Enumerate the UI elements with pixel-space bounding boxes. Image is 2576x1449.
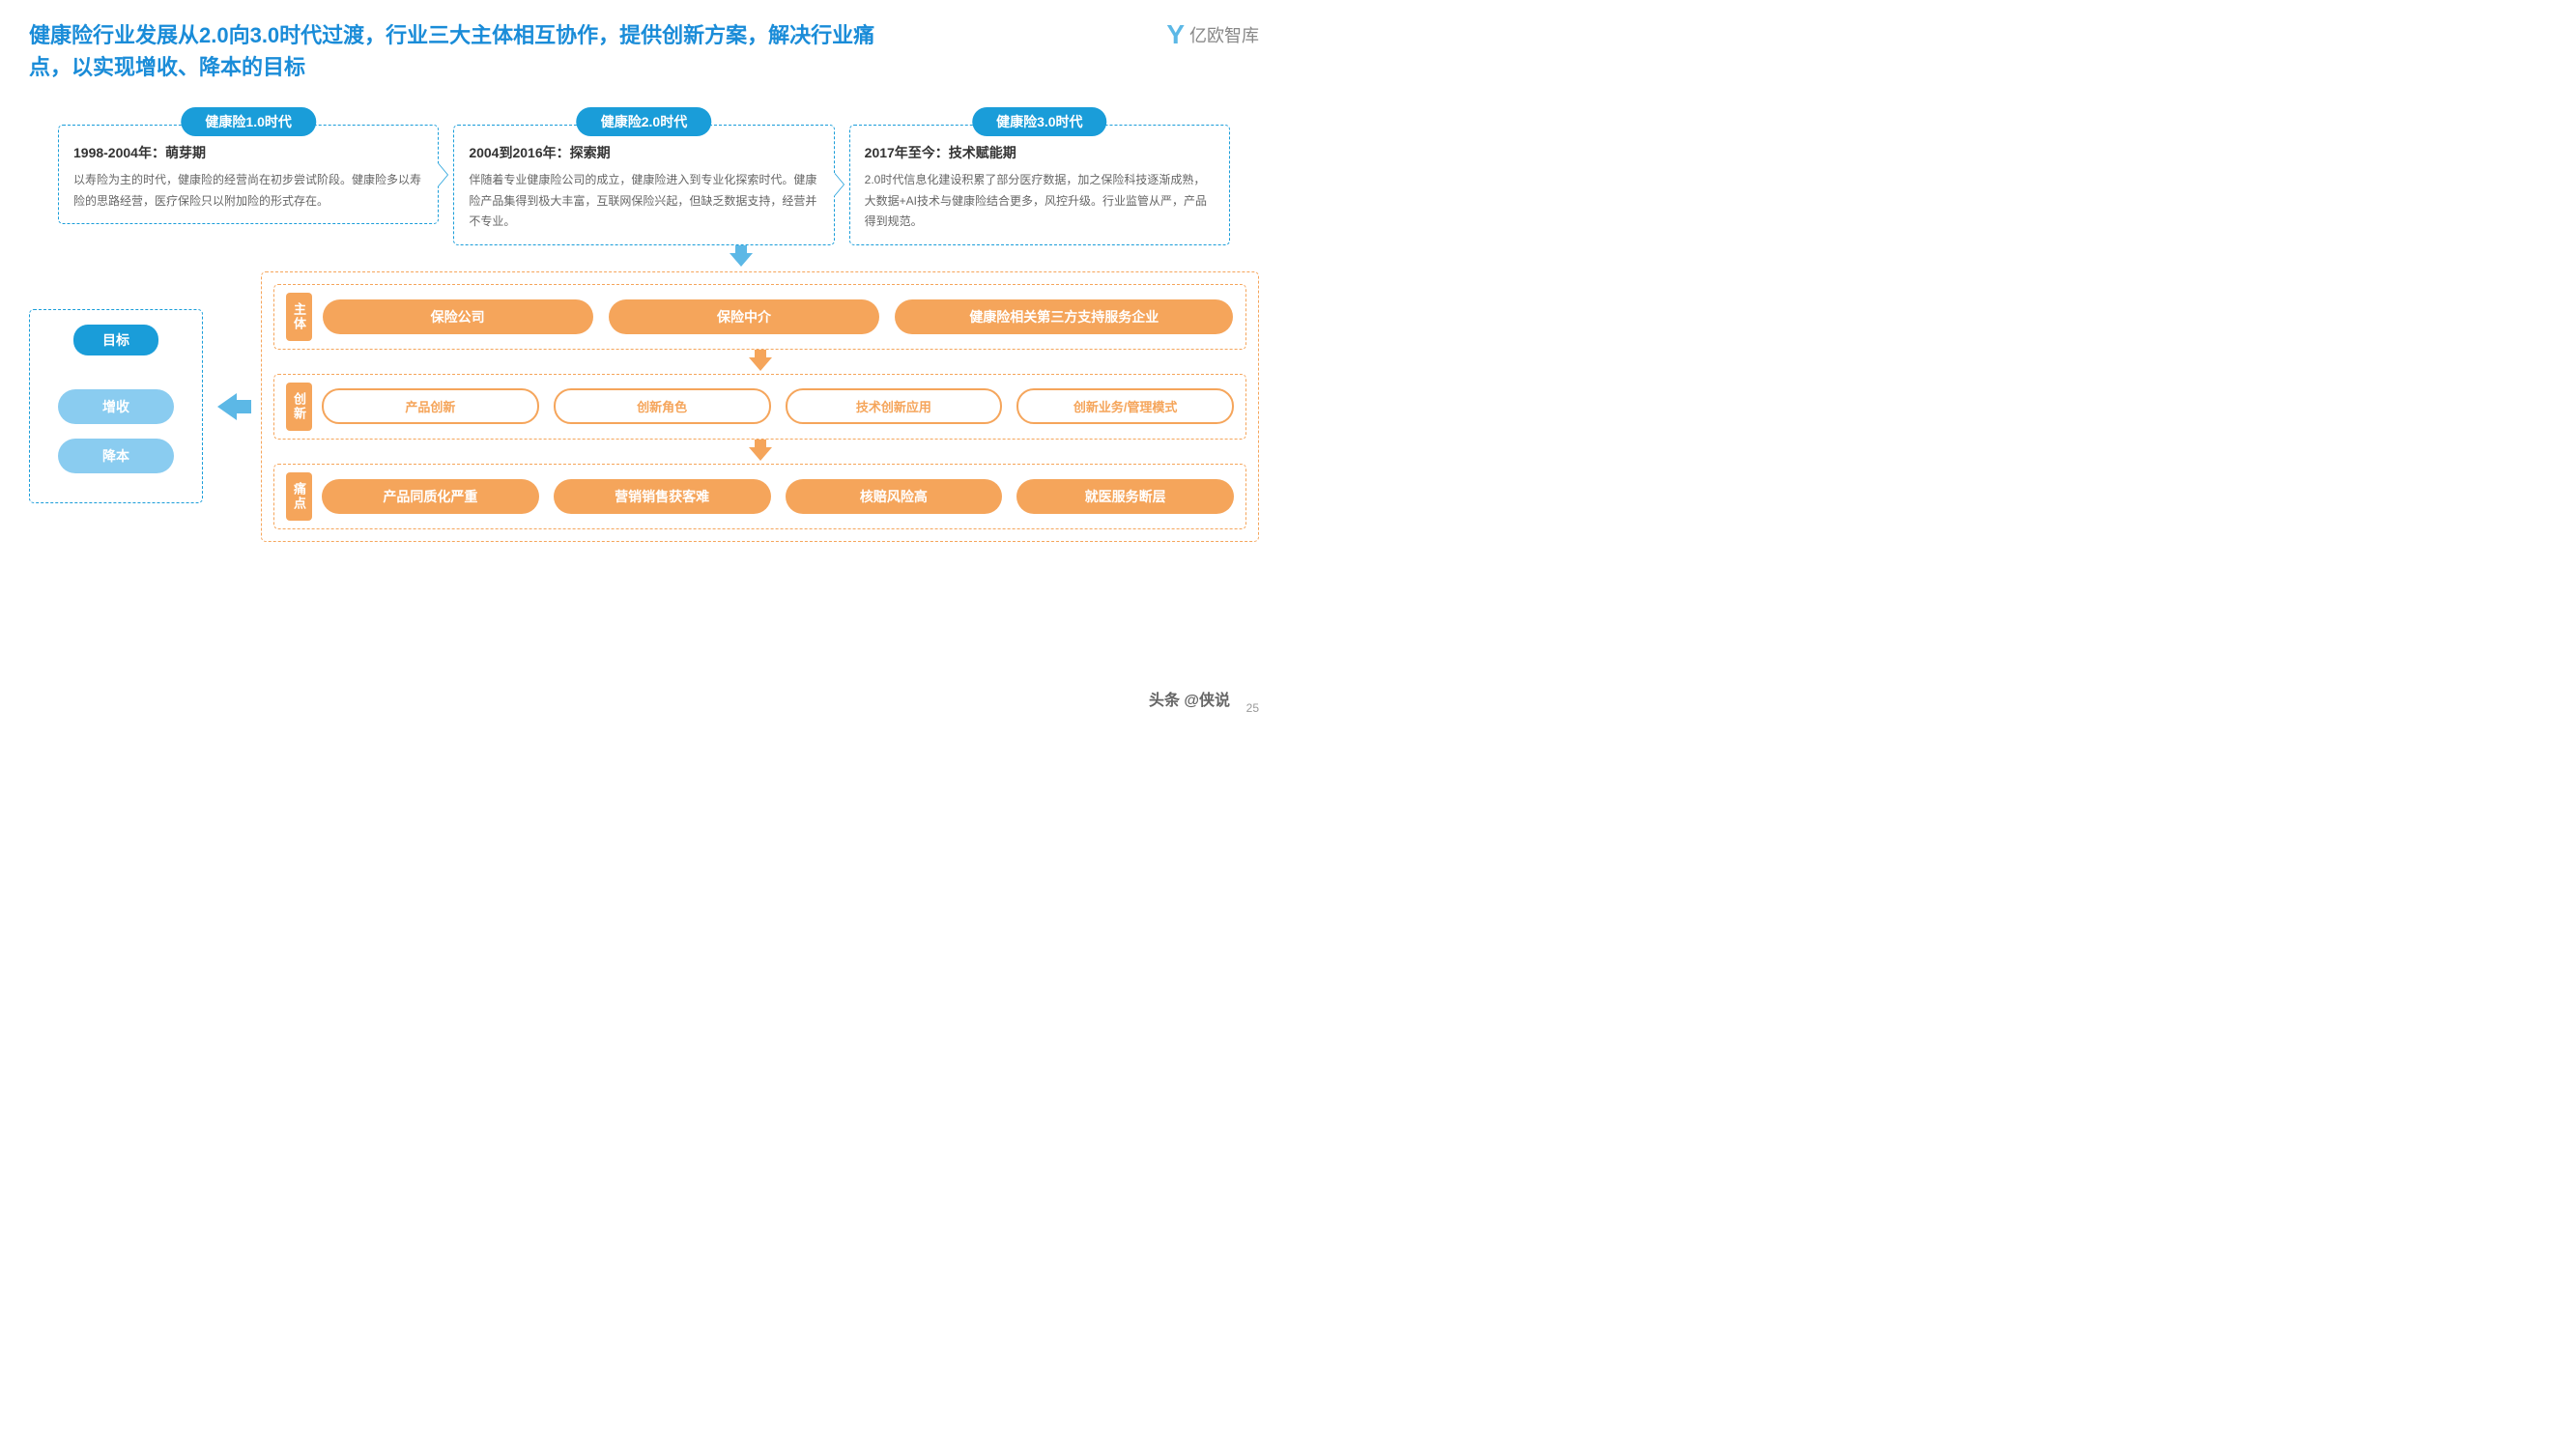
era-subtitle: 1998-2004年：萌芽期 bbox=[73, 143, 423, 162]
logo-text: 亿欧智库 bbox=[1189, 22, 1259, 47]
era-box: 1998-2004年：萌芽期 以寿险为主的时代，健康险的经营尚在初步尝试阶段。健… bbox=[58, 125, 439, 224]
arrow-down-icon bbox=[749, 447, 772, 461]
era-box: 2004到2016年：探索期 伴随着专业健康险公司的成立，健康险进入到专业化探索… bbox=[453, 125, 834, 245]
goal-item: 增收 bbox=[58, 389, 174, 424]
era-box: 2017年至今：技术赋能期 2.0时代信息化建设积累了部分医疗数据，加之保险科技… bbox=[849, 125, 1230, 245]
era-2: 健康险2.0时代 2004到2016年：探索期 伴随着专业健康险公司的成立，健康… bbox=[453, 107, 834, 245]
flow-arrow bbox=[222, 253, 1259, 267]
page-title: 健康险行业发展从2.0向3.0时代过渡，行业三大主体相互协作，提供创新方案，解决… bbox=[29, 19, 899, 83]
innovation-item: 技术创新应用 bbox=[786, 388, 1003, 424]
era-1: 健康险1.0时代 1998-2004年：萌芽期 以寿险为主的时代，健康险的经营尚… bbox=[58, 107, 439, 245]
logo: Y 亿欧智库 bbox=[1166, 19, 1259, 50]
arrow-down-icon bbox=[749, 357, 772, 371]
header: 健康险行业发展从2.0向3.0时代过渡，行业三大主体相互协作，提供创新方案，解决… bbox=[29, 19, 1259, 83]
section-label: 痛点 bbox=[286, 472, 312, 521]
watermark: 头条 @侠说 bbox=[1149, 687, 1230, 710]
section-items: 保险公司 保险中介 健康险相关第三方支持服务企业 bbox=[322, 299, 1234, 334]
section-items: 产品同质化严重 营销销售获客难 核赔风险高 就医服务断层 bbox=[322, 479, 1234, 514]
era-subtitle: 2017年至今：技术赋能期 bbox=[865, 143, 1215, 162]
subject-item: 保险中介 bbox=[609, 299, 879, 334]
painpoint-item: 产品同质化严重 bbox=[322, 479, 539, 514]
painpoint-item: 就医服务断层 bbox=[1016, 479, 1234, 514]
era-3: 健康险3.0时代 2017年至今：技术赋能期 2.0时代信息化建设积累了部分医疗… bbox=[849, 107, 1230, 245]
era-timeline: 健康险1.0时代 1998-2004年：萌芽期 以寿险为主的时代，健康险的经营尚… bbox=[29, 107, 1259, 245]
innovation-item: 创新角色 bbox=[554, 388, 771, 424]
section-label: 主体 bbox=[286, 293, 312, 341]
subject-item: 保险公司 bbox=[323, 299, 593, 334]
logo-icon: Y bbox=[1166, 19, 1185, 50]
arrow-down-icon bbox=[730, 253, 753, 267]
era-badge: 健康险2.0时代 bbox=[577, 107, 711, 136]
painpoint-item: 营销销售获客难 bbox=[554, 479, 771, 514]
innovation-item: 产品创新 bbox=[322, 388, 539, 424]
goal-item: 降本 bbox=[58, 439, 174, 473]
goals-title: 目标 bbox=[73, 325, 158, 355]
section-innovation: 创新 产品创新 创新角色 技术创新应用 创新业务/管理模式 bbox=[273, 374, 1246, 440]
era-desc: 2.0时代信息化建设积累了部分医疗数据，加之保险科技逐渐成熟，大数据+AI技术与… bbox=[865, 170, 1215, 233]
page-number: 25 bbox=[1246, 701, 1259, 715]
section-arrow bbox=[273, 357, 1246, 371]
sections-panel: 主体 保险公司 保险中介 健康险相关第三方支持服务企业 创新 产品创新 创新角色… bbox=[261, 271, 1259, 542]
innovation-item: 创新业务/管理模式 bbox=[1016, 388, 1234, 424]
section-items: 产品创新 创新角色 技术创新应用 创新业务/管理模式 bbox=[322, 388, 1234, 424]
era-badge: 健康险3.0时代 bbox=[972, 107, 1106, 136]
era-desc: 以寿险为主的时代，健康险的经营尚在初步尝试阶段。健康险多以寿险的思路经营，医疗保… bbox=[73, 170, 423, 212]
section-label: 创新 bbox=[286, 383, 312, 431]
subject-item: 健康险相关第三方支持服务企业 bbox=[895, 299, 1233, 334]
section-painpoints: 痛点 产品同质化严重 营销销售获客难 核赔风险高 就医服务断层 bbox=[273, 464, 1246, 529]
era-desc: 伴随着专业健康险公司的成立，健康险进入到专业化探索时代。健康险产品集得到极大丰富… bbox=[469, 170, 818, 233]
arrow-left-icon bbox=[217, 393, 237, 420]
section-subjects: 主体 保险公司 保险中介 健康险相关第三方支持服务企业 bbox=[273, 284, 1246, 350]
section-arrow bbox=[273, 447, 1246, 461]
goals-panel: 目标 增收 降本 bbox=[29, 309, 203, 503]
era-subtitle: 2004到2016年：探索期 bbox=[469, 143, 818, 162]
painpoint-item: 核赔风险高 bbox=[786, 479, 1003, 514]
main-diagram: 目标 增收 降本 主体 保险公司 保险中介 健康险相关第三方支持服务企业 创新 … bbox=[29, 271, 1259, 542]
era-badge: 健康险1.0时代 bbox=[181, 107, 315, 136]
